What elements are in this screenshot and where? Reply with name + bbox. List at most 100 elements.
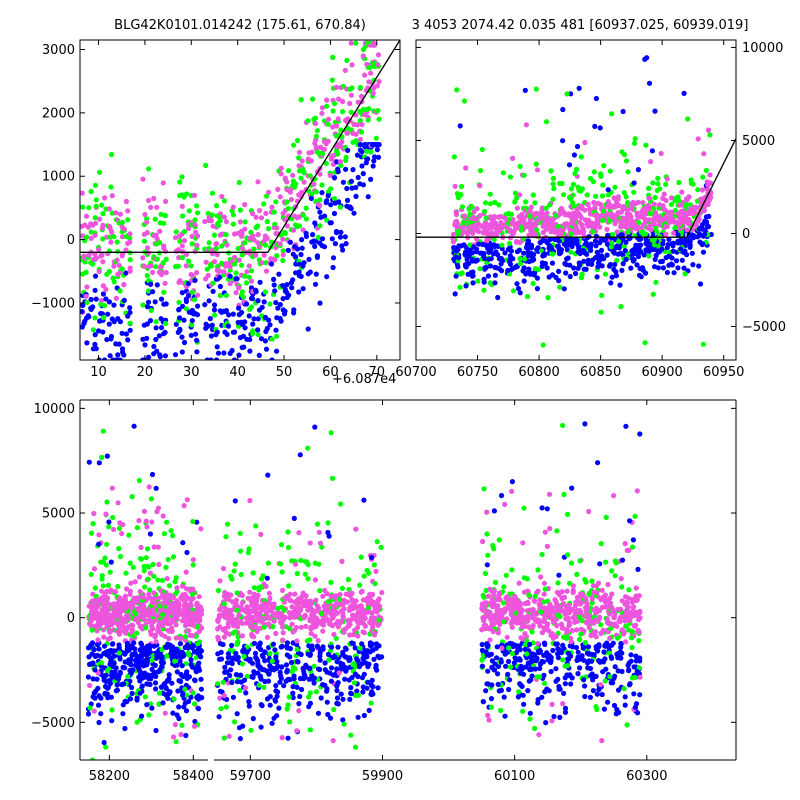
data-point-blue	[186, 674, 192, 680]
data-point-pink	[280, 637, 286, 643]
data-point-blue	[96, 646, 102, 652]
data-point-pink	[144, 245, 151, 251]
data-point-pink	[261, 252, 267, 258]
data-point-pink	[123, 630, 129, 636]
data-point-green	[313, 189, 319, 195]
data-point-pink	[294, 602, 301, 608]
data-point-blue	[160, 700, 166, 706]
data-point-pink	[255, 618, 261, 624]
data-point-green	[231, 719, 238, 725]
data-point-pink	[123, 198, 129, 205]
data-point-blue	[104, 336, 110, 343]
data-point-blue	[636, 236, 642, 242]
data-point-pink	[585, 201, 591, 208]
data-point-pink	[317, 540, 324, 546]
data-point-pink	[375, 62, 381, 68]
data-point-blue	[85, 711, 92, 717]
data-point-pink	[189, 272, 195, 278]
data-point-green	[608, 244, 614, 250]
data-point-blue	[375, 653, 381, 659]
data-point-green	[550, 181, 556, 187]
data-point-blue	[98, 695, 104, 701]
data-point-blue	[643, 270, 649, 276]
data-point-pink	[136, 518, 142, 524]
data-point-green	[676, 198, 683, 204]
data-point-blue	[470, 257, 476, 263]
data-point-pink	[155, 624, 161, 630]
data-point-blue	[359, 163, 365, 169]
data-point-blue	[339, 243, 345, 249]
data-point-pink	[337, 159, 343, 165]
data-point-pink	[348, 40, 354, 46]
data-point-pink	[595, 220, 601, 226]
data-point-pink	[255, 179, 261, 185]
data-point-green	[114, 239, 120, 245]
data-point-green	[188, 263, 194, 269]
data-point-pink	[339, 558, 345, 565]
data-point-green	[123, 570, 129, 576]
data-point-pink	[108, 229, 115, 235]
data-point-blue	[613, 273, 620, 279]
data-point-green	[642, 340, 648, 346]
data-point-blue	[593, 243, 599, 249]
data-point-blue	[652, 108, 658, 114]
data-point-blue	[353, 184, 359, 191]
data-point-pink	[88, 235, 94, 241]
data-point-blue	[631, 180, 637, 186]
data-point-green	[175, 263, 181, 269]
data-point-blue	[267, 322, 273, 328]
data-point-blue	[678, 239, 684, 245]
data-point-green	[294, 137, 301, 144]
data-point-green	[668, 201, 675, 207]
data-point-blue	[549, 260, 556, 266]
data-point-pink	[533, 222, 539, 228]
data-point-blue	[271, 276, 277, 282]
data-point-pink	[347, 605, 353, 611]
data-point-green	[688, 177, 694, 183]
data-point-blue	[328, 678, 334, 684]
data-point-pink	[324, 97, 330, 103]
data-point-blue	[121, 352, 127, 358]
data-point-pink	[125, 208, 131, 214]
data-point-pink	[364, 598, 370, 605]
data-point-green	[98, 660, 104, 666]
data-point-green	[223, 704, 229, 710]
data-point-green	[246, 274, 252, 280]
data-point-pink	[572, 212, 579, 218]
data-point-pink	[368, 70, 374, 76]
data-point-green	[650, 180, 656, 186]
data-point-blue	[195, 303, 201, 309]
data-point-pink	[93, 609, 99, 615]
data-point-pink	[629, 218, 635, 224]
data-point-blue	[354, 656, 360, 662]
data-point-pink	[119, 234, 126, 240]
data-point-blue	[198, 686, 204, 692]
data-point-blue	[296, 289, 302, 295]
data-point-green	[274, 333, 280, 339]
data-point-pink	[333, 123, 340, 129]
data-point-green	[340, 109, 346, 115]
data-point-blue	[92, 273, 99, 279]
data-point-pink	[573, 225, 579, 231]
data-point-green	[225, 521, 231, 527]
data-point-green	[329, 77, 335, 83]
data-point-blue	[102, 690, 108, 697]
data-point-green	[191, 297, 198, 303]
data-point-pink	[648, 159, 654, 165]
data-point-pink	[342, 67, 348, 73]
data-point-pink	[454, 222, 460, 228]
data-point-blue	[365, 156, 371, 162]
data-point-blue	[348, 205, 354, 212]
data-point-blue	[599, 263, 605, 269]
data-point-green	[164, 519, 170, 525]
data-point-pink	[189, 633, 195, 639]
data-point-pink	[178, 635, 184, 642]
data-point-pink	[352, 613, 358, 619]
data-point-pink	[684, 197, 690, 203]
data-point-green	[144, 272, 150, 279]
data-point-green	[100, 583, 106, 589]
x-tick-label: 50	[276, 365, 293, 380]
data-point-green	[233, 270, 239, 276]
data-point-green	[83, 269, 89, 275]
data-point-green	[298, 557, 304, 564]
